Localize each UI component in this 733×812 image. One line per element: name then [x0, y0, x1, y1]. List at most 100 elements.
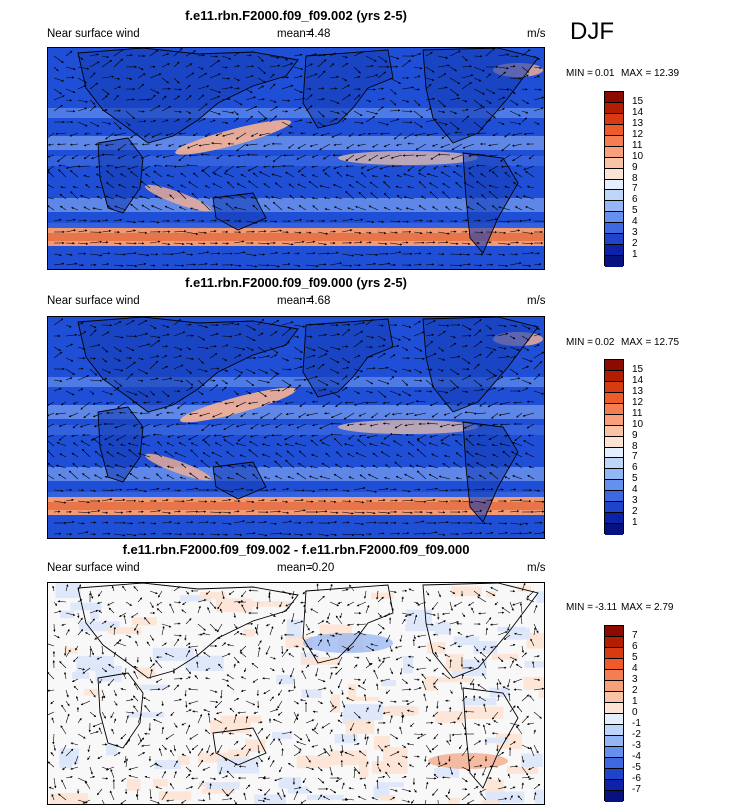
wind-vector [512, 181, 523, 189]
wind-vector [509, 110, 521, 117]
wind-vector [415, 143, 427, 150]
colorbar-swatch [605, 480, 623, 492]
wind-vector [461, 65, 473, 68]
wind-vector [236, 143, 247, 152]
wind-vector [403, 173, 415, 178]
wind-vector [245, 106, 258, 112]
panel-3-max-value: 2.79 [654, 602, 674, 613]
colorbar-tick-label: 5 [632, 205, 638, 217]
wind-vector [149, 119, 157, 123]
wind-vector [245, 88, 253, 93]
colorbar-swatch [605, 670, 623, 681]
wind-vector [377, 106, 384, 112]
colorbar-tick-label: 9 [632, 161, 638, 173]
colorbar-swatch [605, 124, 623, 136]
colorbar-tick-label: 7 [632, 451, 638, 463]
wind-vector [197, 66, 204, 70]
wind-vector [523, 165, 535, 171]
wind-vector [173, 110, 182, 113]
colorbar-tick-label: 4 [632, 663, 638, 674]
wind-vector [407, 165, 415, 172]
wind-vector [48, 154, 55, 158]
wind-vector [221, 110, 235, 114]
wind-vector [137, 83, 145, 90]
panel-2-wind-map [48, 317, 544, 538]
wind-vector [488, 184, 499, 189]
colorbar-swatch [605, 725, 623, 736]
colorbar-swatch [605, 626, 623, 637]
panel-1-title: f.e11.rbn.F2000.f09_f09.002 (yrs 2-5) [185, 8, 407, 23]
wind-vector [96, 195, 103, 200]
difference-patch [353, 696, 380, 701]
wind-vector [245, 143, 259, 147]
wind-vector [258, 171, 271, 178]
difference-patch [348, 684, 357, 701]
wind-vector [461, 55, 468, 62]
wind-vector [236, 183, 247, 189]
wind-vector [379, 154, 391, 160]
difference-field [48, 583, 544, 804]
wind-vector [151, 181, 163, 189]
colorbar-tick-label: 4 [632, 216, 638, 228]
difference-patch [524, 660, 544, 668]
colorbar-tick-label: 15 [632, 363, 644, 375]
wind-vector [413, 66, 423, 70]
colorbar-tick-label: 13 [632, 385, 644, 397]
colorbar-tick-label: 2 [632, 506, 638, 518]
jet-core [48, 233, 544, 241]
wind-vector [58, 164, 67, 167]
wind-vector [221, 55, 232, 60]
wind-vector [101, 108, 108, 112]
wind-vector [233, 110, 239, 116]
wind-vector [301, 174, 307, 178]
colorbar-swatch [605, 659, 623, 670]
wind-vector [161, 106, 172, 112]
difference-patch [215, 598, 253, 613]
wind-vector [329, 63, 335, 68]
wind-vector [320, 132, 331, 137]
wind-vector [271, 165, 283, 168]
wind-vector [281, 99, 291, 102]
wind-vector [403, 196, 415, 200]
wind-vector [125, 121, 131, 126]
wind-vector [237, 193, 247, 200]
wind-vector [166, 184, 175, 189]
wind-vector [236, 165, 247, 169]
wind-vector [501, 143, 511, 152]
wind-vector [473, 121, 484, 130]
colorbar-swatch [605, 458, 623, 470]
wind-vector [214, 196, 223, 200]
wind-vector [209, 119, 216, 123]
wind-vector [65, 165, 79, 169]
wind-vector [371, 174, 379, 178]
wind-vector [414, 132, 427, 137]
panel-2-min-label: MIN = [566, 337, 593, 348]
wind-vector [297, 165, 307, 173]
wind-vector [58, 169, 67, 178]
wind-vector [329, 99, 340, 104]
wind-vector [173, 88, 182, 91]
wind-vector [233, 77, 240, 81]
difference-patch [217, 758, 260, 774]
wind-vector [233, 99, 243, 106]
wind-vector [365, 64, 374, 68]
panel-3-min-label: MIN = [566, 602, 593, 613]
wind-vector [440, 171, 451, 178]
wind-vector [311, 174, 319, 178]
wind-vector [140, 180, 151, 189]
difference-patch [379, 794, 396, 801]
wind-vector [473, 99, 483, 107]
wind-vector [463, 182, 475, 189]
wind-vector [454, 131, 463, 134]
colorbar-tick-label: 6 [632, 194, 638, 206]
colorbar-tick-label: 1 [632, 696, 638, 707]
wind-vector [441, 132, 451, 139]
wind-vector [533, 107, 544, 112]
wind-vector [55, 132, 67, 136]
wind-vector [141, 165, 151, 171]
wind-vector [173, 77, 180, 84]
wind-vector [461, 81, 472, 90]
panel-2-min-value: 0.02 [595, 337, 615, 348]
panel-1-min-value: 0.01 [595, 68, 615, 79]
wind-vector [250, 132, 259, 137]
